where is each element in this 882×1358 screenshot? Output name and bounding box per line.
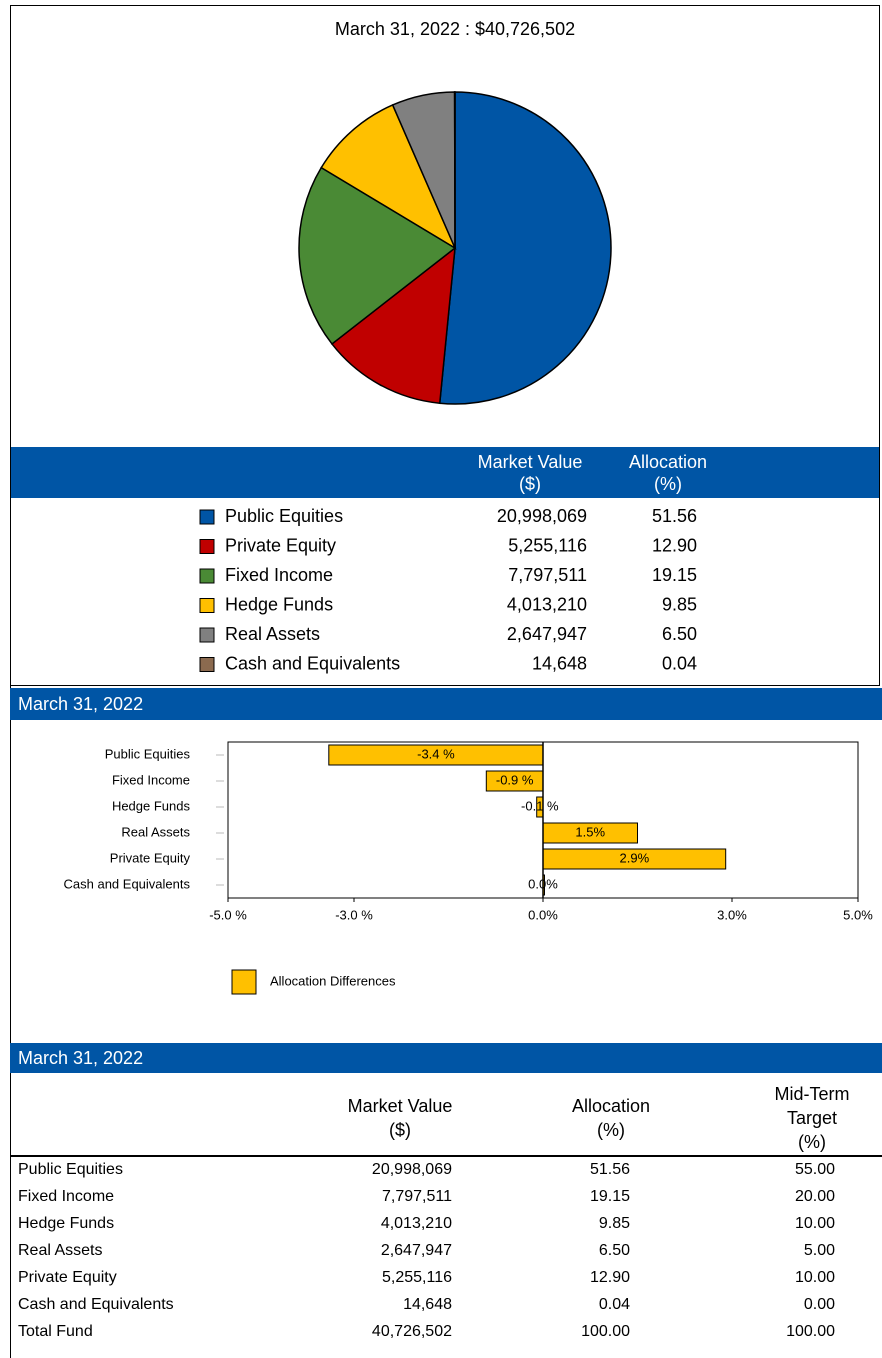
column-header: Target: [787, 1108, 837, 1128]
legend-label: Hedge Funds: [225, 594, 333, 614]
table-cell: 100.00: [786, 1323, 835, 1340]
header-band: [10, 1043, 882, 1073]
legend-label: Fixed Income: [225, 565, 333, 585]
table-cell: 14,648: [403, 1296, 452, 1313]
column-header: Allocation: [572, 1096, 650, 1116]
section-title: March 31, 2022: [18, 1048, 143, 1068]
legend-label: Cash and Equivalents: [225, 653, 400, 673]
table-cell: 19.15: [590, 1188, 630, 1205]
pie-slice: [320, 103, 457, 250]
header-band: [11, 447, 879, 498]
table-cell: 100.00: [581, 1323, 630, 1340]
table-cell: 40,726,502: [372, 1323, 452, 1340]
table-cell: 6.50: [599, 1242, 630, 1259]
y-tick-label: Private Equity: [110, 850, 191, 865]
table-cell: 7,797,511: [382, 1188, 452, 1205]
legend-label: Allocation Differences: [270, 973, 396, 988]
market-value: 7,797,511: [508, 565, 587, 585]
x-tick-label: 3.0%: [717, 907, 747, 922]
column-header: ($): [519, 474, 541, 494]
x-tick-label: -3.0 %: [335, 907, 373, 922]
y-tick-label: Public Equities: [105, 746, 191, 761]
table-cell: 5,255,116: [382, 1269, 452, 1286]
bar-label: 2.9%: [620, 850, 650, 865]
y-tick-label: Cash and Equivalents: [64, 876, 191, 891]
market-value: 14,648: [532, 653, 587, 673]
row-label: Private Equity: [18, 1269, 117, 1286]
x-tick-label: 0.0%: [528, 907, 558, 922]
table-cell: 5.00: [804, 1242, 835, 1259]
bar-label: -3.4 %: [417, 746, 455, 761]
legend-swatch: [199, 568, 215, 584]
table-cell: 10.00: [795, 1215, 835, 1232]
pie-slice: [298, 166, 457, 345]
bar-label: 1.5%: [575, 824, 605, 839]
row-label: Cash and Equivalents: [18, 1296, 174, 1313]
allocation-value: 12.90: [652, 535, 697, 555]
legend-label: Private Equity: [225, 535, 336, 555]
market-value: 4,013,210: [507, 594, 587, 614]
section-frame: [10, 5, 880, 686]
column-header: Market Value: [348, 1096, 453, 1116]
legend-swatch: [199, 509, 215, 525]
x-tick-label: 5.0%: [843, 907, 873, 922]
column-header: Allocation: [629, 452, 707, 472]
section-title: March 31, 2022: [18, 694, 143, 714]
table-cell: 55.00: [795, 1161, 835, 1178]
legend-label: Public Equities: [225, 506, 343, 526]
table-cell: 0.00: [804, 1296, 835, 1313]
bar-label: -0.9 %: [496, 772, 534, 787]
table-cell: 20,998,069: [372, 1161, 452, 1178]
row-label: Fixed Income: [18, 1188, 114, 1205]
pie-slice: [438, 91, 612, 405]
table-cell: 4,013,210: [381, 1215, 452, 1232]
row-label: Hedge Funds: [18, 1215, 114, 1232]
legend-swatch: [199, 598, 215, 613]
legend-label: Real Assets: [225, 624, 320, 644]
column-header: Mid-Term: [775, 1084, 850, 1104]
header-band: [10, 688, 882, 720]
legend-swatch: [231, 969, 257, 995]
table-cell: 9.85: [599, 1215, 630, 1232]
market-value: 2,647,947: [507, 624, 587, 644]
row-label: Real Assets: [18, 1242, 102, 1259]
allocation-value: 6.50: [662, 624, 697, 644]
column-header: ($): [389, 1120, 411, 1140]
x-tick-label: -5.0 %: [209, 907, 247, 922]
bar-label: -0.1 %: [521, 798, 559, 813]
allocation-value: 9.85: [662, 594, 697, 614]
y-tick-label: Real Assets: [121, 824, 190, 839]
table-cell: 20.00: [795, 1188, 835, 1205]
column-header: (%): [654, 474, 682, 494]
legend-swatch: [199, 657, 215, 672]
y-tick-label: Hedge Funds: [112, 798, 191, 813]
market-value: 20,998,069: [497, 506, 587, 526]
y-tick-label: Fixed Income: [112, 772, 190, 787]
table-cell: 10.00: [795, 1269, 835, 1286]
column-header: (%): [798, 1132, 826, 1152]
table-cell: 51.56: [590, 1161, 630, 1178]
market-value: 5,255,116: [508, 535, 587, 555]
table-cell: 0.04: [599, 1296, 630, 1313]
pie-slice: [330, 246, 456, 405]
legend-swatch: [199, 627, 215, 643]
allocation-value: 0.04: [662, 653, 697, 673]
allocation-value: 51.56: [652, 506, 697, 526]
column-header: Market Value: [478, 452, 583, 472]
pie-title: March 31, 2022 : $40,726,502: [335, 19, 575, 39]
table-cell: 2,647,947: [381, 1242, 452, 1259]
row-label: Public Equities: [18, 1161, 123, 1178]
row-label: Total Fund: [18, 1323, 93, 1340]
column-header: (%): [597, 1120, 625, 1140]
legend-swatch: [199, 539, 215, 554]
table-cell: 12.90: [590, 1269, 630, 1286]
allocation-value: 19.15: [652, 565, 697, 585]
